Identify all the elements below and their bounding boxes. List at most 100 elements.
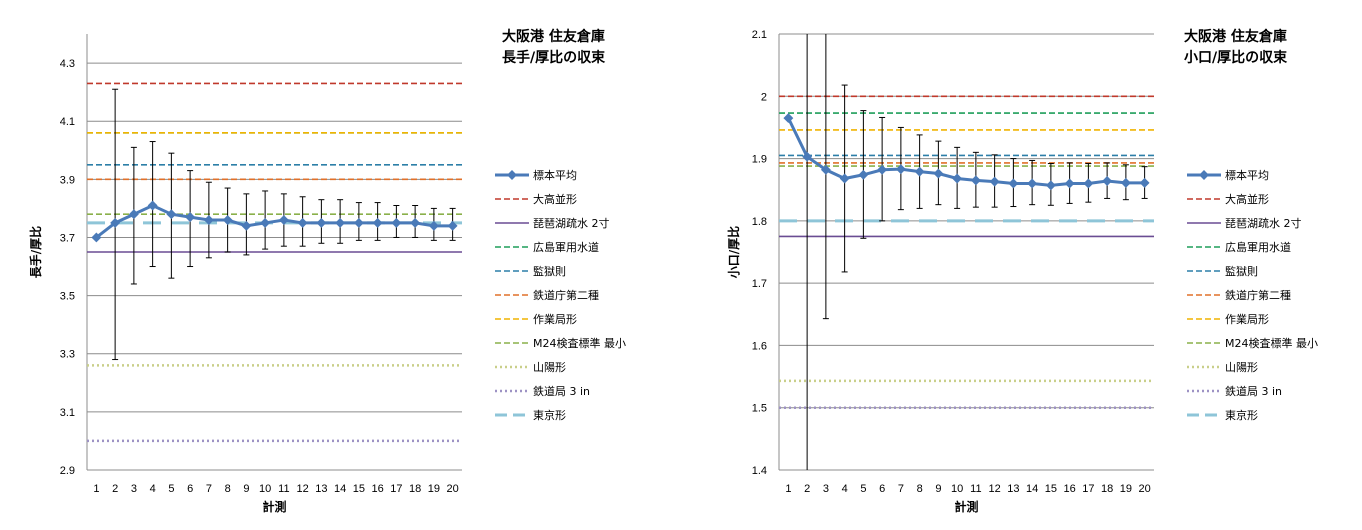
series-point	[316, 217, 327, 228]
series-point	[989, 176, 1000, 187]
legend-label: 広島軍用水道	[533, 240, 599, 254]
series-line	[787, 117, 1145, 187]
legend-item: 鉄道局 3 in	[495, 384, 590, 398]
y-tick-label: 2	[761, 91, 767, 103]
legend-label: 鉄道庁第二種	[533, 288, 599, 302]
x-tick-label: 16	[1064, 483, 1076, 495]
series-point	[952, 173, 963, 184]
legend-label: 琵琶湖疏水 2寸	[1225, 216, 1302, 230]
series-point	[895, 164, 906, 175]
legend-label: 鉄道局 3 in	[1225, 384, 1282, 398]
legend-item: 広島軍用水道	[495, 240, 599, 254]
series-point	[110, 217, 121, 228]
legend-label: 広島軍用水道	[1225, 240, 1291, 254]
legend-marker	[507, 170, 517, 180]
series-point	[1139, 177, 1150, 188]
legend-item: 山陽形	[495, 361, 566, 374]
legend-label: 標本平均	[533, 168, 577, 182]
series-point	[185, 212, 196, 223]
legend-label: 東京形	[1225, 408, 1258, 422]
series-point	[166, 209, 177, 220]
legend-item: 標本平均	[495, 168, 577, 182]
chart-2: 1.41.51.61.71.81.922.11 2 3 4 5 6 7 8 9 10 11 12 13 1…	[726, 28, 1318, 514]
x-tick-label: 19	[1120, 483, 1132, 495]
series-point	[783, 113, 794, 124]
y-tick-label: 1.7	[752, 278, 767, 290]
x-axis-title: 計測	[262, 499, 286, 514]
series-point	[1027, 178, 1038, 189]
legend-label: 大高並形	[1225, 192, 1269, 206]
series-point	[91, 232, 102, 243]
series-point	[278, 215, 289, 225]
series-point	[353, 217, 364, 228]
legend-item: 琵琶湖疏水 2寸	[1187, 216, 1302, 230]
series-point	[128, 209, 139, 220]
legend-item: M24検査標準 最小	[1187, 336, 1318, 350]
legend-label: 作業局形	[533, 313, 577, 326]
y-tick-label: 1.4	[752, 465, 767, 477]
legend-item: 監獄則	[1187, 264, 1258, 278]
series-point	[428, 220, 439, 231]
legend-label: M24検査標準 最小	[1225, 336, 1318, 350]
x-tick-label: 10	[259, 483, 271, 495]
series-point	[410, 217, 421, 228]
legend-item: 鉄道局 3 in	[1187, 384, 1282, 398]
legend-item: 鉄道庁第二種	[495, 288, 599, 302]
series-point	[820, 164, 831, 175]
legend-label: 監獄則	[533, 264, 566, 278]
series-point	[391, 217, 402, 228]
y-tick-label: 2.1	[752, 29, 767, 41]
series-point	[260, 217, 271, 228]
y-tick-label: 4.1	[60, 116, 75, 128]
legend-label: 琵琶湖疏水 2寸	[533, 216, 610, 230]
x-tick-label: 7	[898, 483, 904, 495]
series-point	[1008, 178, 1019, 189]
chart-title-line1: 大阪港 住友倉庫	[1184, 28, 1287, 45]
x-tick-label: 12	[297, 483, 309, 495]
y-tick-label: 1.5	[752, 403, 767, 415]
series-point	[372, 217, 383, 228]
legend-label: 東京形	[533, 408, 566, 422]
y-tick-label: 3.7	[60, 232, 75, 244]
x-tick-label: 17	[1082, 483, 1094, 495]
legend-label: 鉄道庁第二種	[1225, 288, 1291, 302]
y-tick-label: 1.8	[752, 216, 767, 228]
y-tick-label: 2.9	[60, 465, 75, 477]
series-point	[1045, 180, 1056, 191]
legend-item: 大高並形	[1187, 192, 1269, 206]
legend-item: 広島軍用水道	[1187, 240, 1291, 254]
legend-item: 琵琶湖疏水 2寸	[495, 216, 610, 230]
legend-label: 監獄則	[1225, 264, 1258, 278]
legend-item: M24検査標準 最小	[495, 336, 626, 350]
x-tick-label: 18	[409, 483, 421, 495]
x-tick-label: 15	[353, 483, 365, 495]
x-tick-label: 1	[785, 483, 791, 495]
legend-label: M24検査標準 最小	[533, 336, 626, 350]
series-point	[970, 175, 981, 186]
series-point	[222, 215, 233, 225]
x-tick-label: 19	[428, 483, 440, 495]
x-tick-label: 14	[1026, 483, 1038, 495]
legend-label: 大高並形	[533, 192, 577, 206]
x-tick-label: 7	[206, 483, 212, 495]
x-tick-label: 20	[447, 483, 459, 495]
y-tick-label: 3.9	[60, 174, 75, 186]
x-tick-label: 2	[804, 483, 810, 495]
x-tick-label: 11	[278, 483, 289, 495]
y-tick-label: 3.3	[60, 349, 75, 361]
series-point	[1120, 177, 1131, 188]
x-tick-label: 4	[150, 483, 156, 495]
series-point	[839, 173, 850, 184]
legend-item: 大高並形	[495, 192, 577, 206]
legend-item: 鉄道庁第二種	[1187, 288, 1291, 302]
series-point	[933, 168, 944, 179]
y-axis-title: 長手/厚比	[28, 226, 43, 278]
legend-item: 東京形	[1187, 408, 1258, 422]
series-point	[802, 151, 813, 162]
x-tick-label: 4	[842, 483, 848, 495]
x-axis-title: 計測	[954, 499, 978, 514]
x-tick-label: 5	[168, 483, 174, 495]
chart-1: 2.93.13.33.53.73.94.14.31 2 3 4 5 6 7 8 9 10 11 12 1…	[28, 28, 626, 514]
x-tick-label: 13	[315, 483, 327, 495]
